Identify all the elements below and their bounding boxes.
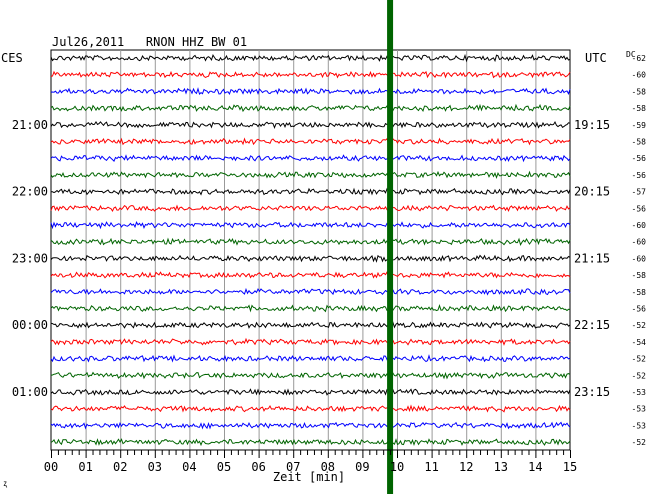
x-tick-label-11: 11 <box>424 460 438 474</box>
dc-offset-row-6: -56 <box>632 154 647 163</box>
trace-row-7 <box>50 170 571 180</box>
dc-offset-row-22: -53 <box>632 421 647 430</box>
x-tick-label-03: 03 <box>148 460 162 474</box>
dc-offset-row-19: -52 <box>632 371 647 380</box>
trace-row-18 <box>50 354 571 363</box>
local-hour-label-2: 23:00 <box>12 251 48 265</box>
right-axis-label: UTC <box>585 51 607 65</box>
dc-offset-row-0: -62 <box>632 54 647 63</box>
x-tick-label-15: 15 <box>563 460 577 474</box>
trace-row-22 <box>50 421 571 430</box>
utc-hour-label-2: 20:15 <box>574 185 610 199</box>
x-tick-label-07: 07 <box>286 460 300 474</box>
dc-offset-row-15: -56 <box>632 305 647 314</box>
local-hour-label-4: 01:00 <box>12 385 48 399</box>
trace-row-15 <box>50 304 571 313</box>
trace-row-21 <box>50 404 571 413</box>
x-tick-label-05: 05 <box>217 460 231 474</box>
dc-offset-row-8: -57 <box>632 188 647 197</box>
dc-offset-row-18: -52 <box>632 355 647 364</box>
trace-row-20 <box>50 388 571 396</box>
trace-row-3 <box>50 103 571 113</box>
trace-row-2 <box>50 87 571 96</box>
dc-offset-labels: -62 -60 -58 -58 -59 -58 -56 -56 -57 -56 -60 -60 -60 -… <box>632 54 647 447</box>
dc-offset-row-4: -59 <box>632 121 647 130</box>
trace-row-1 <box>50 70 571 79</box>
x-tick-label-01: 01 <box>78 460 92 474</box>
trace-row-17 <box>50 337 571 346</box>
x-axis: 00 01 02 03 04 05 06 07 08 09 10 11 12 13 14 15 <box>44 449 577 474</box>
x-axis-label: Zeit [min] <box>273 470 345 484</box>
dc-offset-row-23: -52 <box>632 438 647 447</box>
trace-row-4 <box>50 120 571 129</box>
dc-offset-row-20: -53 <box>632 388 647 397</box>
dc-offset-row-7: -56 <box>632 171 647 180</box>
trace-row-13 <box>50 271 571 279</box>
left-axis-label: CES <box>1 51 23 65</box>
dc-offset-row-11: -60 <box>632 238 647 247</box>
x-tick-label-08: 08 <box>321 460 335 474</box>
dc-offset-row-17: -54 <box>632 338 647 347</box>
trace-row-8 <box>50 187 571 196</box>
grid-lines <box>85 50 537 450</box>
dc-offset-row-16: -52 <box>632 321 647 330</box>
dc-offset-row-12: -60 <box>632 254 647 263</box>
corner-mark: ʐ <box>3 479 8 488</box>
trace-row-14 <box>50 287 571 296</box>
trace-row-10 <box>50 220 571 230</box>
trace-row-0 <box>50 53 571 63</box>
dc-label: DC <box>626 50 636 59</box>
x-tick-label-14: 14 <box>528 460 542 474</box>
local-hour-label-1: 22:00 <box>12 185 48 199</box>
trace-row-9 <box>50 204 571 213</box>
chart-title: Jul26,2011 RNON HHZ BW 01 <box>52 35 247 49</box>
dc-offset-row-21: -53 <box>632 405 647 414</box>
local-hour-label-0: 21:00 <box>12 118 48 132</box>
x-tick-label-09: 09 <box>355 460 369 474</box>
utc-hour-label-1: 19:15 <box>574 118 610 132</box>
trace-row-12 <box>50 254 571 263</box>
x-tick-label-10: 10 <box>390 460 404 474</box>
local-hour-labels: 21:00 22:00 23:00 00:00 01:00 <box>12 118 48 399</box>
x-tick-label-06: 06 <box>251 460 265 474</box>
x-tick-label-00: 00 <box>44 460 58 474</box>
dc-offset-row-9: -56 <box>632 204 647 213</box>
utc-hour-label-3: 21:15 <box>574 251 610 265</box>
dc-offset-row-14: -58 <box>632 288 647 297</box>
trace-row-19 <box>50 371 571 380</box>
trace-row-16 <box>50 321 571 329</box>
trace-row-6 <box>50 154 571 163</box>
utc-hour-labels: 19:15 20:15 21:15 22:15 23:15 <box>574 118 610 399</box>
trace-row-11 <box>50 237 571 246</box>
x-tick-label-13: 13 <box>494 460 508 474</box>
dc-offset-row-5: -58 <box>632 138 647 147</box>
x-tick-label-12: 12 <box>459 460 473 474</box>
seismic-traces <box>50 53 571 447</box>
trace-row-23 <box>50 438 571 447</box>
dc-offset-row-1: -60 <box>632 71 647 80</box>
dc-offset-row-13: -58 <box>632 271 647 280</box>
dc-offset-row-2: -58 <box>632 87 647 96</box>
local-hour-label-3: 00:00 <box>12 318 48 332</box>
dc-offset-row-3: -58 <box>632 104 647 113</box>
dc-offset-row-10: -60 <box>632 221 647 230</box>
utc-hour-label-5: 23:15 <box>574 385 610 399</box>
utc-hour-label-4: 22:15 <box>574 318 610 332</box>
x-tick-label-04: 04 <box>182 460 196 474</box>
x-tick-label-02: 02 <box>113 460 127 474</box>
trace-row-5 <box>50 137 571 146</box>
